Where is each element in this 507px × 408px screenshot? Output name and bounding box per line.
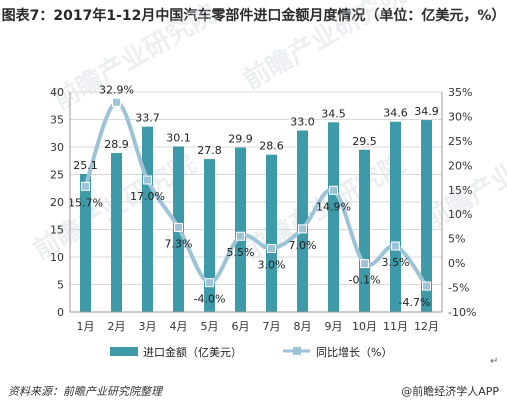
y-left-tick-label: 5 — [57, 279, 64, 292]
line-marker — [205, 278, 214, 288]
bar-value-label: 28.9 — [104, 138, 129, 151]
legend-bar-label: 进口金额（亿美元） — [143, 345, 242, 359]
bar-value-label: 34.9 — [414, 105, 439, 118]
legend-line-marker — [293, 347, 301, 355]
line-marker — [422, 281, 431, 291]
x-tick-label: 12月 — [414, 320, 439, 333]
watermark-text: 前瞻产业研究院 — [238, 0, 411, 96]
line-marker — [329, 185, 338, 195]
bar-value-label: 25.1 — [73, 159, 98, 172]
line-value-label: 5.5% — [227, 246, 255, 259]
line-marker — [298, 224, 307, 234]
y-left-tick-label: 25 — [50, 169, 64, 182]
line-marker — [174, 222, 183, 232]
source-note: 资料来源：前瞻产业研究院整理 — [8, 385, 162, 398]
return-mark: ↵ — [490, 356, 499, 367]
bar — [297, 130, 308, 312]
line-value-label: 32.9% — [99, 83, 134, 96]
x-tick-label: 7月 — [263, 320, 281, 333]
y-left-tick-label: 35 — [50, 114, 64, 127]
x-tick-label: 1月 — [77, 320, 95, 333]
bar — [235, 147, 246, 312]
line-marker — [236, 231, 245, 241]
brand-credit: @前瞻经济学人APP — [401, 385, 499, 398]
line-marker — [81, 181, 90, 191]
line-marker — [360, 259, 369, 269]
line-value-label: -4.7% — [399, 296, 431, 309]
x-tick-label: 3月 — [139, 320, 157, 333]
y-left-tick-label: 0 — [57, 306, 64, 319]
watermark-text: 前瞻产业研究院 — [48, 0, 221, 116]
line-marker — [112, 97, 121, 107]
line-value-label: -4.0% — [194, 293, 226, 306]
line-value-label: 3.0% — [258, 258, 286, 271]
line-marker — [143, 175, 152, 185]
chart-title: 图表7：2017年1-12月中国汽车零部件进口金额月度情况（单位：亿美元，%） — [1, 8, 506, 24]
y-right-tick-label: 30% — [448, 110, 472, 123]
x-tick-label: 6月 — [232, 320, 250, 333]
line-series — [81, 97, 431, 291]
bar — [142, 126, 153, 313]
y-right-tick-label: 5% — [448, 233, 465, 246]
y-left-tick-label: 15 — [50, 224, 64, 237]
bar — [328, 122, 339, 312]
line-value-label: -0.1% — [349, 274, 381, 287]
bar-value-label: 34.5 — [321, 107, 346, 120]
bar-value-label: 28.6 — [259, 140, 284, 153]
y-right-tick-label: 15% — [448, 184, 472, 197]
x-tick-label: 8月 — [294, 320, 312, 333]
line-marker — [267, 243, 276, 253]
line-value-label: 17.0% — [130, 190, 165, 203]
x-tick-label: 4月 — [170, 320, 188, 333]
legend-line-label: 同比增长（%） — [316, 345, 392, 359]
y-right-tick-label: 0% — [448, 257, 465, 270]
axes: 0 5 10 15 20 25 30 35 40 -10% -5% 0% 5% 10% 15% 20% 25% 3… — [50, 86, 476, 333]
y-left-tick-label: 40 — [50, 86, 64, 99]
legend-bar-swatch — [110, 347, 138, 356]
bar-value-label: 30.1 — [166, 131, 191, 144]
line-value-label: 14.9% — [316, 200, 351, 213]
y-right-tick-label: -10% — [448, 306, 476, 319]
y-right-tick-label: -5% — [448, 282, 469, 295]
bar-value-label: 34.6 — [383, 107, 408, 120]
bar — [266, 154, 277, 312]
line-value-label: 15.7% — [68, 196, 103, 209]
bar — [421, 120, 432, 312]
line-value-label: 7.3% — [165, 237, 193, 250]
y-right-tick-label: 25% — [448, 135, 472, 148]
bar — [111, 153, 122, 312]
y-left-tick-label: 20 — [50, 196, 64, 209]
bar-value-label: 29.9 — [228, 133, 253, 146]
y-left-tick-label: 10 — [50, 251, 64, 264]
y-left-tick-label: 30 — [50, 141, 64, 154]
x-tick-label: 10月 — [352, 320, 377, 333]
bar — [390, 121, 401, 312]
y-right-tick-label: 20% — [448, 159, 472, 172]
line-marker — [391, 241, 400, 251]
x-tick-label: 9月 — [325, 320, 343, 333]
x-tick-label: 2月 — [108, 320, 126, 333]
y-right-tick-label: 10% — [448, 208, 472, 221]
x-tick-label: 11月 — [383, 320, 408, 333]
line-value-label: 3.5% — [382, 256, 410, 269]
bar — [80, 173, 91, 312]
grid-lines — [70, 91, 442, 313]
line-value-label: 7.0% — [289, 239, 317, 252]
bar-value-label: 29.5 — [352, 135, 377, 148]
bar-value-label: 33.0 — [290, 116, 315, 129]
y-right-tick-label: 35% — [448, 86, 472, 99]
x-tick-label: 5月 — [201, 320, 219, 333]
bar-value-label: 33.7 — [135, 112, 160, 125]
data-labels: 25.1 28.9 33.7 30.1 27.8 29.9 28.6 33.0 34.5 29.5… — [68, 83, 439, 309]
legend: 进口金额（亿美元） 同比增长（%） — [110, 345, 392, 359]
bar — [359, 149, 370, 312]
bar — [204, 159, 215, 312]
bar-value-label: 27.8 — [197, 144, 222, 157]
